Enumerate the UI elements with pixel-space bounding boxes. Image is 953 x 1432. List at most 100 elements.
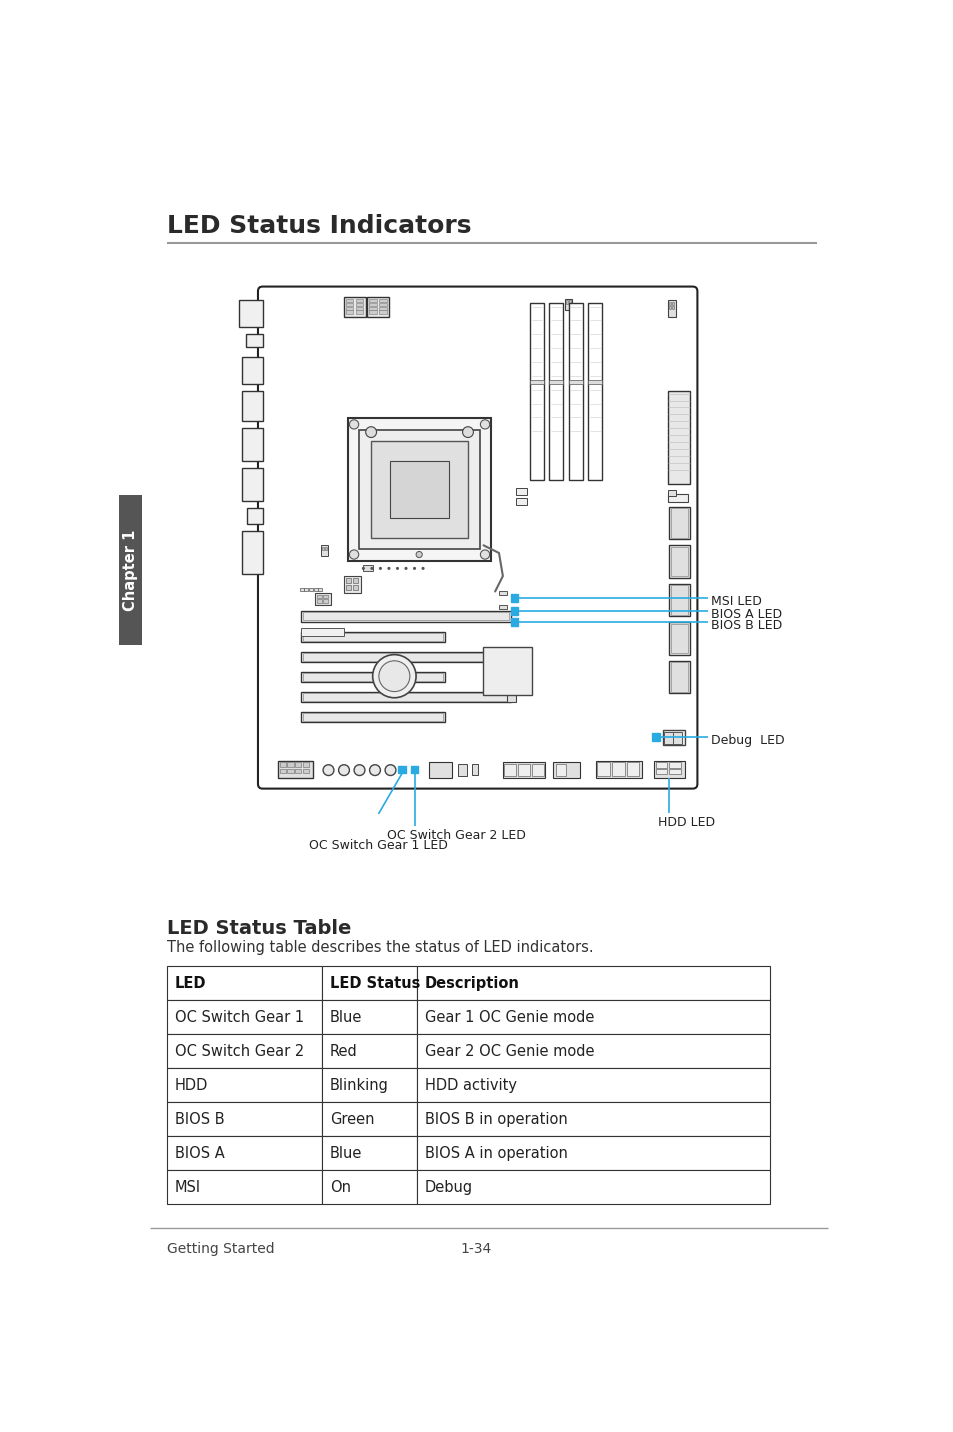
Text: BIOS B: BIOS B xyxy=(174,1113,225,1127)
Bar xyxy=(369,299,376,302)
Bar xyxy=(517,763,530,776)
Bar xyxy=(416,1034,769,1068)
Bar xyxy=(345,299,353,302)
Bar xyxy=(345,584,351,590)
Bar xyxy=(568,301,571,304)
Bar xyxy=(668,302,670,305)
Bar xyxy=(655,769,666,773)
Bar xyxy=(303,713,443,720)
Circle shape xyxy=(349,550,358,558)
Bar xyxy=(303,653,509,660)
Bar xyxy=(167,967,322,1001)
Circle shape xyxy=(480,550,489,558)
Bar xyxy=(397,766,406,773)
FancyBboxPatch shape xyxy=(257,286,697,789)
Bar xyxy=(510,594,517,601)
Bar xyxy=(355,311,363,314)
Bar xyxy=(530,379,543,384)
Bar xyxy=(390,461,448,518)
Circle shape xyxy=(480,420,489,430)
Circle shape xyxy=(387,567,390,570)
Bar xyxy=(532,763,543,776)
Text: 1-34: 1-34 xyxy=(459,1242,491,1256)
Bar xyxy=(670,508,687,537)
Bar xyxy=(279,762,286,768)
Bar xyxy=(309,587,313,591)
Bar xyxy=(502,762,545,778)
Text: The following table describes the status of LED indicators.: The following table describes the status… xyxy=(167,941,594,955)
Bar xyxy=(670,624,687,653)
Text: Red: Red xyxy=(330,1044,357,1060)
Bar xyxy=(353,584,357,590)
Bar xyxy=(355,306,363,309)
Bar xyxy=(301,712,444,722)
Bar xyxy=(671,302,674,305)
Bar xyxy=(596,760,641,778)
Bar xyxy=(457,763,467,776)
Bar xyxy=(167,1034,322,1068)
Bar xyxy=(359,430,479,548)
Bar xyxy=(363,564,373,571)
Bar xyxy=(612,762,624,776)
Bar xyxy=(669,507,689,538)
Bar xyxy=(667,301,675,318)
Text: Getting Started: Getting Started xyxy=(167,1242,274,1256)
Text: Description: Description xyxy=(424,977,519,991)
Bar xyxy=(378,306,386,309)
Bar xyxy=(287,762,294,768)
Bar xyxy=(506,692,516,702)
Text: Blue: Blue xyxy=(330,1011,362,1025)
Bar xyxy=(167,1136,322,1170)
Bar xyxy=(316,599,321,603)
Bar xyxy=(344,298,365,318)
Bar xyxy=(626,762,639,776)
Bar xyxy=(472,763,477,775)
Bar xyxy=(553,762,579,778)
Text: Debug: Debug xyxy=(424,1180,473,1194)
Bar xyxy=(324,547,327,550)
Bar xyxy=(303,673,443,680)
Text: HDD activity: HDD activity xyxy=(424,1078,517,1093)
Circle shape xyxy=(365,427,376,438)
Bar xyxy=(369,311,376,314)
Bar xyxy=(304,587,308,591)
Bar xyxy=(314,587,317,591)
Bar xyxy=(504,763,516,776)
Bar xyxy=(669,623,689,654)
Text: OC Switch Gear 1 LED: OC Switch Gear 1 LED xyxy=(309,839,448,852)
Bar xyxy=(320,546,328,556)
Circle shape xyxy=(378,660,410,692)
Circle shape xyxy=(413,567,416,570)
Bar xyxy=(242,428,262,461)
Bar xyxy=(303,693,509,700)
Bar xyxy=(667,391,689,484)
Text: MSI: MSI xyxy=(174,1180,201,1194)
Bar xyxy=(303,769,309,773)
Bar xyxy=(673,732,681,745)
Bar xyxy=(587,379,601,384)
Bar xyxy=(498,591,506,596)
Text: BIOS A LED: BIOS A LED xyxy=(710,607,781,620)
Text: Blue: Blue xyxy=(330,1146,362,1161)
Bar xyxy=(301,652,510,663)
Bar xyxy=(378,302,386,306)
Bar xyxy=(303,633,443,640)
Bar xyxy=(498,606,506,609)
Bar xyxy=(597,762,609,776)
Text: LED Status Indicators: LED Status Indicators xyxy=(167,215,472,238)
Bar xyxy=(367,298,389,318)
Bar xyxy=(322,1103,416,1136)
Text: LED Status Table: LED Status Table xyxy=(167,919,352,938)
Circle shape xyxy=(373,654,416,697)
Circle shape xyxy=(416,551,422,557)
Bar xyxy=(670,663,687,692)
Bar xyxy=(247,508,262,524)
Text: BIOS A in operation: BIOS A in operation xyxy=(424,1146,567,1161)
Bar xyxy=(279,769,286,773)
Text: OC Switch Gear 1: OC Switch Gear 1 xyxy=(174,1011,304,1025)
Text: Gear 1 OC Genie mode: Gear 1 OC Genie mode xyxy=(424,1011,594,1025)
Bar xyxy=(378,311,386,314)
Bar xyxy=(568,302,582,480)
Bar xyxy=(663,732,672,745)
Text: BIOS B in operation: BIOS B in operation xyxy=(424,1113,567,1127)
